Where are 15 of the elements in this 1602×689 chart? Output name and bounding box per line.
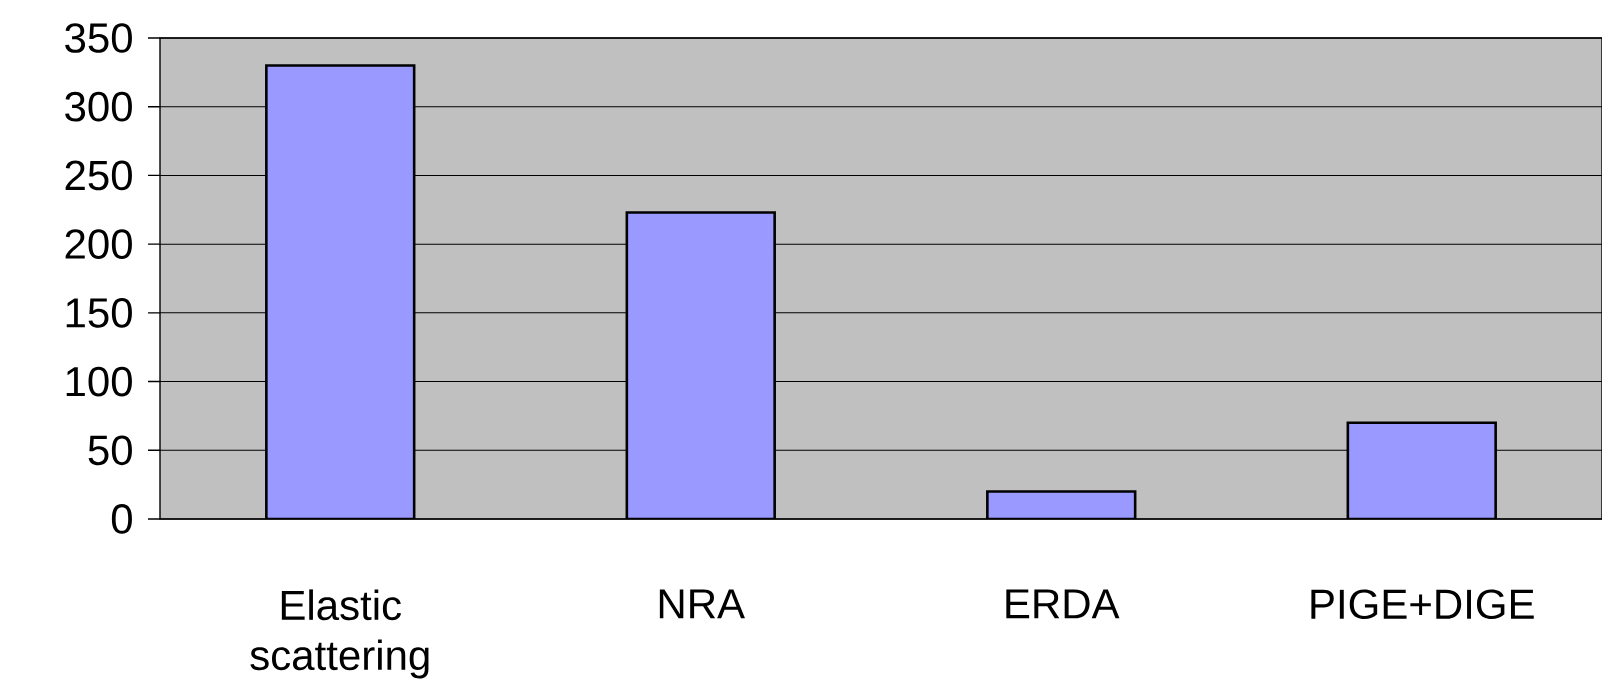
y-tick-label: 150 bbox=[66, 297, 132, 328]
bar bbox=[265, 64, 416, 519]
y-tick-label: 0 bbox=[111, 504, 132, 534]
x-tick-label: NRA bbox=[659, 589, 745, 619]
y-tick-label: 100 bbox=[66, 366, 132, 397]
y-tick-label: 300 bbox=[65, 91, 132, 122]
bar bbox=[1346, 421, 1497, 519]
x-tick-label: Elastic scattering bbox=[250, 589, 429, 679]
y-tick-label: 350 bbox=[65, 23, 132, 53]
bar bbox=[625, 211, 776, 519]
x-tick-label: ERDA bbox=[1006, 589, 1120, 619]
y-tick-label: 50 bbox=[88, 435, 132, 466]
x-tick-label: PIGE+DIGE bbox=[1311, 589, 1534, 620]
y-tick-label: 250 bbox=[65, 160, 132, 191]
y-tick-label: 200 bbox=[65, 229, 132, 259]
